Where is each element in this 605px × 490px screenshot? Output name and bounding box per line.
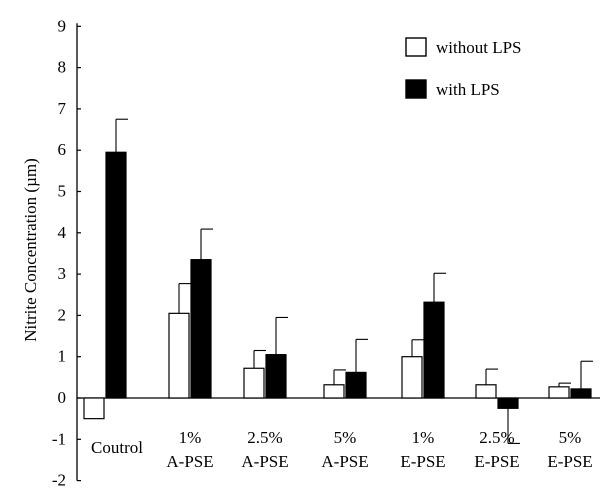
bar-with-lps: [190, 259, 212, 399]
legend-label: without LPS: [436, 38, 522, 57]
bar-with-lps: [497, 397, 519, 409]
category-label: 5%: [334, 428, 357, 447]
bars: [83, 118, 593, 444]
category-label: 2.5%: [247, 428, 282, 447]
category-label: A-PSE: [321, 452, 368, 471]
category-label: E-PSE: [400, 452, 445, 471]
legend-swatch: [405, 79, 427, 99]
bar-without-lps: [323, 384, 345, 399]
bar-without-lps: [83, 397, 105, 420]
category-label: E-PSE: [547, 452, 592, 471]
bar-without-lps: [168, 312, 190, 399]
y-tick-label: 7: [58, 99, 67, 118]
y-tick-label: 9: [58, 16, 67, 35]
category-label: 1%: [179, 428, 202, 447]
category-label: Coutrol: [91, 438, 143, 457]
bar-without-lps: [401, 356, 423, 399]
y-tick-label: 4: [58, 223, 67, 242]
category-labels: Coutrol 1% A-PSE 2.5% A-PSE 5% A-PSE 1% E-PSE 2.5…: [91, 428, 593, 471]
legend-swatch: [405, 37, 427, 57]
y-tick-label: 1: [58, 347, 67, 366]
category-label: E-PSE: [474, 452, 519, 471]
y-tick-label: 6: [58, 140, 67, 159]
bar-with-lps: [345, 371, 367, 399]
bar-with-lps: [423, 301, 445, 399]
y-tick-label: -2: [52, 471, 66, 490]
y-tick-label: -1: [52, 429, 66, 448]
category-label: A-PSE: [241, 452, 288, 471]
bar-without-lps: [243, 367, 265, 399]
bar-with-lps: [105, 151, 127, 399]
legend-label: with LPS: [436, 80, 500, 99]
bar-with-lps: [265, 354, 287, 399]
category-label: 1%: [412, 428, 435, 447]
axes: -2 -1 0 1 2 3 4 5 6 7 8 9: [52, 16, 600, 490]
category-label: 2.5%: [479, 428, 514, 447]
bar-with-lps: [570, 388, 592, 399]
legend: without LPS with LPS: [405, 37, 522, 99]
category-label: 5%: [559, 428, 582, 447]
y-tick-label: 0: [58, 388, 67, 407]
y-axis-label: Nitrite Concentration (µm): [21, 158, 40, 342]
y-tick-label: 8: [58, 58, 67, 77]
y-tick-label: 5: [58, 182, 67, 201]
y-tick-label: 2: [58, 305, 67, 324]
bar-without-lps: [548, 386, 570, 399]
category-label: A-PSE: [166, 452, 213, 471]
bar-without-lps: [475, 384, 497, 399]
y-tick-label: 3: [58, 264, 67, 283]
